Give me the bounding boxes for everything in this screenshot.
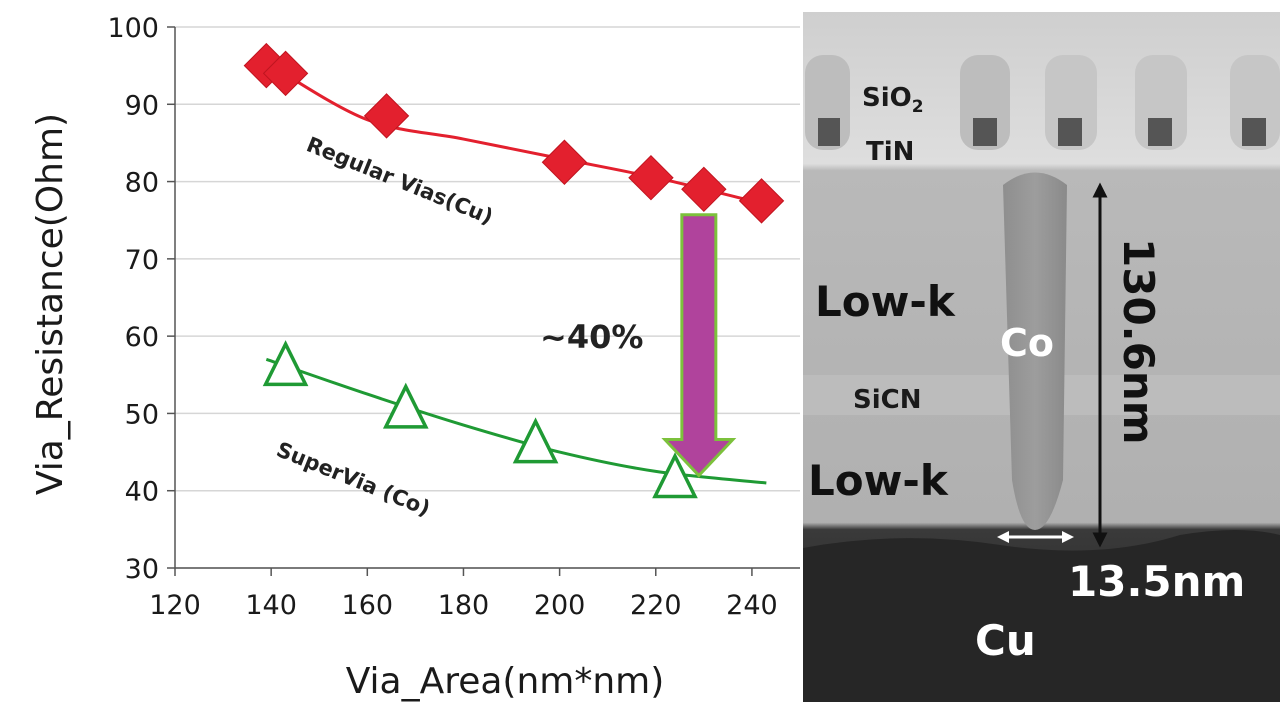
reduction-arrow <box>661 213 737 478</box>
lowk-top-label: Low-k <box>815 277 956 326</box>
lowk-bottom-label: Low-k <box>808 456 949 505</box>
x-tick-label-120: 120 <box>149 590 201 621</box>
y-tick-label-30: 30 <box>125 554 159 585</box>
y-tick-label-50: 50 <box>125 399 159 430</box>
series-label-regular-vias: Regular Vias(Cu) <box>303 132 496 229</box>
sicn-label: SiCN <box>853 385 921 415</box>
y-tick-label-100: 100 <box>107 13 159 44</box>
reduction-label: ~40% <box>540 318 643 356</box>
tem-cross-section-image: SiO2 TiN Low-k Co SiCN Low-k Cu 130.6nm … <box>803 12 1280 702</box>
data-point-regular-1 <box>262 50 309 97</box>
data-point-supervia-3 <box>652 452 698 499</box>
data-point-regular-3 <box>541 139 588 185</box>
x-axis-title: Via_Area(nm*nm) <box>346 661 665 702</box>
x-tick-label-200: 200 <box>534 590 586 621</box>
height-label: 130.6nm <box>1114 238 1163 445</box>
y-tick-label-70: 70 <box>125 245 159 276</box>
co-label: Co <box>1000 321 1054 365</box>
reduction-annotation <box>661 213 737 478</box>
gridlines <box>175 26 800 569</box>
cobalt-via <box>1003 172 1067 530</box>
y-tick-label-60: 60 <box>125 322 159 353</box>
width-label: 13.5nm <box>1068 557 1245 606</box>
cu-label: Cu <box>975 616 1036 665</box>
x-tick-label-220: 220 <box>630 590 682 621</box>
data-point-supervia-2 <box>512 417 559 464</box>
x-tick-label-140: 140 <box>245 590 297 621</box>
data-points <box>243 42 785 499</box>
data-point-supervia-0 <box>262 340 309 387</box>
data-point-supervia-1 <box>382 382 429 429</box>
y-tick-label-80: 80 <box>125 168 159 199</box>
tick-labels: 30 40 50 60 70 80 90 100 120 140 160 180 200 220 240 <box>107 13 777 621</box>
data-point-regular-2 <box>363 93 410 139</box>
series-label-supervia: SuperVia (Co) <box>273 437 433 520</box>
sio2-tin-caps <box>805 55 1280 150</box>
sio2-label: SiO2 <box>862 83 924 117</box>
x-tick-label-160: 160 <box>342 590 394 621</box>
tin-label: TiN <box>866 137 914 167</box>
x-tick-label-180: 180 <box>438 590 490 621</box>
y-tick-label-40: 40 <box>125 477 159 508</box>
x-tick-label-240: 240 <box>726 590 778 621</box>
trend-line-series-0 <box>270 64 753 203</box>
y-axis-title: Via_Resistance(Ohm) <box>30 113 71 495</box>
data-point-regular-4 <box>628 155 674 201</box>
data-point-regular-5 <box>681 166 727 213</box>
y-tick-label-90: 90 <box>125 90 159 121</box>
axes <box>167 26 800 576</box>
data-point-regular-6 <box>738 178 785 224</box>
